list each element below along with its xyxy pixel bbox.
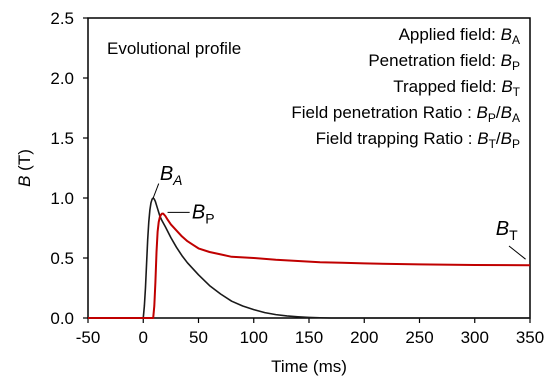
y-tick-label: 1.5 — [50, 129, 74, 148]
x-tick-label: 300 — [461, 328, 489, 347]
inset-title: Evolutional profile — [107, 39, 241, 58]
curve-label: BA — [160, 163, 183, 188]
annotation-line: Field penetration Ratio : BP/BA — [291, 103, 520, 125]
x-tick-label: 150 — [295, 328, 323, 347]
annotation-line: Field trapping Ratio : BT/BP — [316, 129, 520, 151]
annotation-part: / — [496, 103, 501, 122]
y-tick-label: 0.0 — [50, 309, 74, 328]
annotation-part: B — [501, 25, 512, 44]
x-tick-label: 200 — [350, 328, 378, 347]
y-tick-label: 0.5 — [50, 249, 74, 268]
curve-label-sub: T — [509, 227, 518, 243]
curve-label-var: B — [160, 163, 173, 185]
curve-label-var: B — [496, 218, 509, 240]
annotation-line: Trapped field: BT — [393, 77, 520, 99]
annotation-part: B — [501, 51, 512, 70]
x-tick-label: 250 — [405, 328, 433, 347]
annotation-part: Field penetration Ratio : — [291, 103, 476, 122]
series-layer — [88, 197, 531, 319]
x-tick-label: 50 — [189, 328, 208, 347]
annotation-part: B — [477, 129, 488, 148]
curve-label-sub: A — [172, 172, 182, 188]
x-ticks: -50 0 50 100 150 200 250 300 350 — [76, 318, 544, 347]
annotation-part: B — [477, 103, 488, 122]
x-tick-label: 100 — [240, 328, 268, 347]
annotation-part: B — [501, 103, 512, 122]
annotation-part: B — [501, 77, 512, 96]
y-tick-label: 2.5 — [50, 9, 74, 28]
x-tick-label: -50 — [76, 328, 101, 347]
annotation-part: T — [513, 85, 521, 99]
annotation-part: Penetration field: — [368, 51, 500, 70]
x-tick-label: 350 — [516, 328, 544, 347]
annotation-part: P — [512, 59, 520, 73]
series-line-b-p — [88, 212, 531, 319]
annotation-part: B — [501, 129, 512, 148]
x-tick-label: 0 — [139, 328, 148, 347]
y-axis-label-var: B — [15, 176, 34, 187]
annotation-part: Trapped field: — [393, 77, 501, 96]
annotation-part: T — [489, 137, 497, 151]
y-axis-label: B (T) — [15, 149, 34, 187]
annotation-part: A — [512, 33, 520, 47]
annotation-part: Applied field: — [399, 25, 501, 44]
y-tick-label: 2.0 — [50, 69, 74, 88]
annotation-part: A — [512, 111, 520, 125]
curve-label-sub: P — [205, 210, 214, 226]
curve-label-var: B — [192, 201, 205, 223]
annotation-line: Applied field: BA — [399, 25, 520, 47]
y-ticks: 0.0 0.5 1.0 1.5 2.0 2.5 — [50, 9, 88, 328]
x-axis-label: Time (ms) — [271, 357, 347, 376]
curve-label: BP — [192, 201, 215, 226]
curve-label-pointer — [508, 245, 526, 260]
annotation-line: Penetration field: BP — [368, 51, 520, 73]
y-axis-label-unit: (T) — [15, 149, 34, 175]
curve-label-pointer — [152, 183, 160, 199]
y-tick-label: 1.0 — [50, 189, 74, 208]
curve-label: BT — [496, 218, 518, 243]
annotation-part: P — [512, 137, 520, 151]
annotation-part: / — [496, 129, 501, 148]
series-line-b-a — [88, 197, 530, 319]
annotation-part: P — [488, 111, 496, 125]
annotation-part: Field trapping Ratio : — [316, 129, 478, 148]
